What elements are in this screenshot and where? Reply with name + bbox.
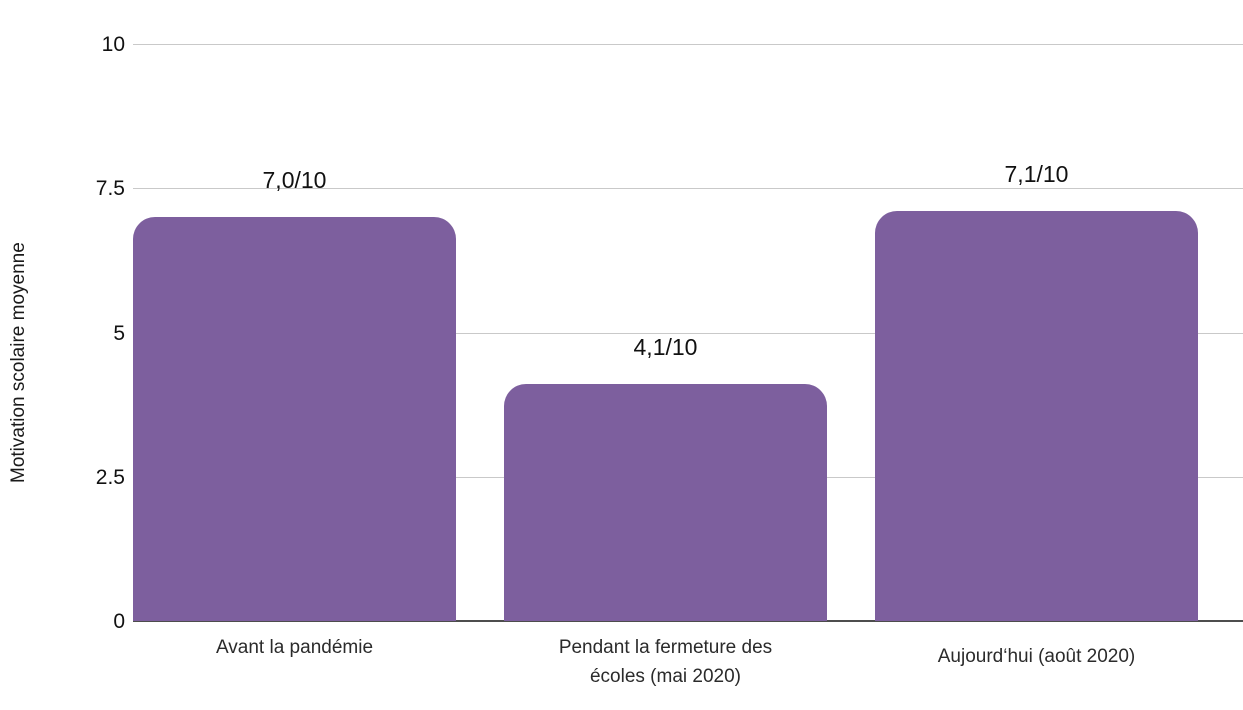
bar-value-label: 4,1/10 [633,334,698,361]
bar-value-label: 7,1/10 [1004,161,1069,188]
x-category-label: Aujourd‘hui (août 2020) [937,646,1136,667]
bar [875,211,1198,621]
bar [133,217,456,621]
y-axis-title: Motivation scolaire moyenne [8,242,29,483]
gridline [133,44,1243,45]
bar [504,384,827,621]
x-category-label: Pendant la fermeture des écoles (mai 202… [558,637,773,687]
y-tick-label: 0 [113,610,125,633]
gridline [133,332,1243,334]
x-category-label: Avant la pandémie [215,637,374,658]
gridline [133,188,1243,190]
y-tick-label: 10 [101,33,125,56]
y-tick-label: 2.5 [95,465,125,489]
y-tick-label: 7.5 [95,177,125,201]
y-tick-label: 5 [113,321,125,345]
bar-value-label: 7,0/10 [262,167,327,194]
x-axis-baseline [133,620,1243,622]
